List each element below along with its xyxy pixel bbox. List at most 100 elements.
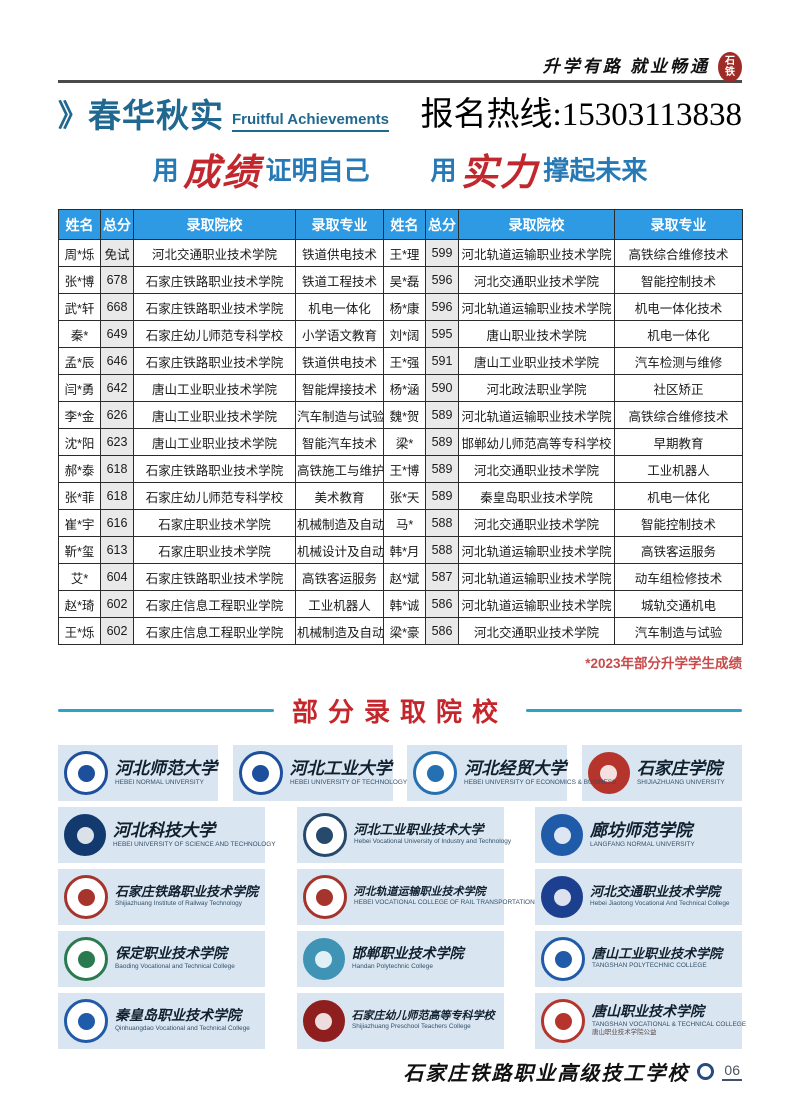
college-name-en: HEBEI UNIVERSITY OF SCIENCE AND TECHNOLO…	[113, 840, 276, 848]
college-panel: 河北工业大学 HEBEI UNIVERSITY OF TECHNOLOGY	[232, 745, 407, 801]
admitted-major: 智能焊接技术	[295, 374, 384, 402]
total-score: 588	[425, 509, 459, 537]
table-row: 李*金 626 唐山工业职业技术学院 汽车制造与试验 魏*贺 589 河北轨道运输职业技术学…	[58, 401, 743, 429]
table-row: 王*烁602石家庄信息工程职业学院机械制造及自动化梁*豪586河北交通职业技术学…	[58, 617, 743, 645]
total-score: 646	[100, 347, 134, 375]
admitted-major: 高铁综合维修技术	[614, 401, 743, 429]
total-score: 589	[425, 401, 459, 429]
total-score: 613	[100, 536, 134, 564]
college-name-block: 河北经贸大学 HEBEI UNIVERSITY OF ECONOMICS & BU…	[464, 759, 617, 787]
header: 》 春华秋实 Fruitful Achievements 报名热线:153031…	[58, 99, 742, 132]
admitted-major: 高铁施工与维护	[295, 455, 384, 483]
emblem-core	[77, 950, 95, 968]
admitted-major: 智能控制技术	[614, 266, 743, 294]
student-name: 赵*斌	[383, 563, 426, 591]
student-name: 沈*阳	[58, 428, 101, 456]
column-header: 录取院校	[458, 209, 615, 240]
college-panel: 河北交通职业技术学院 Hebei Jiaotong Vocational And …	[535, 869, 742, 925]
college-panel: 石家庄铁路职业技术学院 Shijiazhuang Institute of Rai…	[58, 869, 265, 925]
admitted-college: 河北轨道运输职业技术学院	[458, 563, 615, 591]
college-name-en: TANGSHAN POLYTECHNIC COLLEGE	[592, 962, 707, 970]
admitted-major: 机电一体化	[295, 293, 384, 321]
emblem-core	[77, 1012, 95, 1030]
total-score: 免试	[100, 239, 134, 267]
admitted-major: 汽车制造与试验	[614, 617, 743, 645]
college-name-cn: 河北交通职业技术学院	[590, 884, 721, 900]
emblem-core	[553, 826, 571, 844]
logo-row: 保定职业技术学院 Baoding Vocational and Technical…	[58, 931, 742, 987]
student-name: 张*博	[58, 266, 101, 294]
student-name: 魏*贺	[383, 401, 426, 429]
college-panel: 河北师范大学 HEBEI NORMAL UNIVERSITY	[58, 745, 218, 801]
column-header: 姓名	[383, 209, 426, 240]
column-header: 录取院校	[133, 209, 296, 240]
college-emblem-icon	[541, 876, 583, 918]
admitted-major: 机械制造及自动化	[295, 509, 384, 537]
emblem-core	[316, 826, 333, 844]
logo-row: 河北科技大学 HEBEI UNIVERSITY OF SCIENCE AND TE…	[58, 807, 742, 863]
student-name: 王*博	[383, 455, 426, 483]
student-name: 王*烁	[58, 617, 101, 645]
student-name: 崔*宇	[58, 509, 101, 537]
college-name-block: 河北工业职业技术大学 Hebei Vocational University of…	[354, 822, 511, 846]
student-name: 王*强	[383, 347, 426, 375]
admitted-college: 河北交通职业技术学院	[458, 266, 615, 294]
student-name: 马*	[383, 509, 426, 537]
total-score: 604	[100, 563, 134, 591]
student-name: 王*理	[383, 239, 426, 267]
college-name-cn: 秦皇岛职业技术学院	[115, 1008, 241, 1024]
admitted-college: 河北交通职业技术学院	[458, 617, 615, 645]
table-row: 闫*勇 642 唐山工业职业技术学院 智能焊接技术 杨*涵 590 河北政法职业学院 社区矫正	[58, 374, 743, 402]
college-name-en: TANGSHAN VOCATIONAL & TECHNICAL COLLEGE	[592, 1020, 747, 1028]
admitted-college: 河北交通职业技术学院	[133, 239, 296, 267]
emblem-core	[252, 764, 270, 782]
emblem-core	[554, 950, 572, 968]
total-score: 586	[425, 590, 459, 618]
college-panel: 邯郸职业技术学院 Handan Polytechnic College	[296, 931, 504, 987]
college-name-en: Baoding Vocational and Technical College	[115, 963, 235, 970]
colleges-section-title: 部分录取院校	[292, 698, 509, 727]
student-name: 孟*辰	[58, 347, 101, 375]
total-score: 649	[100, 320, 134, 348]
admitted-major: 机械设计及自动化	[295, 536, 384, 564]
college-panel: 河北经贸大学 HEBEI UNIVERSITY OF ECONOMICS & BU…	[407, 745, 617, 801]
college-logo-grid: 河北师范大学 HEBEI NORMAL UNIVERSITY 河北工业大学 HEBEI…	[58, 745, 747, 1049]
college-name-block: 廊坊师范学院 LANGFANG NORMAL UNIVERSITY	[590, 821, 704, 849]
total-score: 602	[100, 590, 134, 618]
total-score: 599	[425, 239, 459, 267]
column-header: 录取专业	[614, 209, 743, 240]
college-emblem-icon	[302, 1000, 345, 1042]
student-name: 韩*月	[383, 536, 426, 564]
college-name-cn: 河北科技大学	[113, 821, 215, 841]
student-name: 梁*	[383, 428, 426, 456]
total-score: 587	[425, 563, 459, 591]
college-name-block: 石家庄学院 SHIJIAZHUANG UNIVERSITY	[637, 759, 732, 787]
student-name: 武*轩	[58, 293, 101, 321]
total-score: 642	[100, 374, 134, 402]
admitted-college: 石家庄铁路职业技术学院	[133, 563, 296, 591]
total-score: 616	[100, 509, 134, 537]
admitted-college: 唐山工业职业技术学院	[133, 428, 296, 456]
table-row: 秦* 649 石家庄幼儿师范专科学校 小学语文教育 刘*阔 595 唐山职业技术学院 机电一体…	[58, 320, 743, 348]
college-name-en: SHIJIAZHUANG UNIVERSITY	[636, 778, 725, 786]
logo-row: 石家庄铁路职业技术学院 Shijiazhuang Institute of Rai…	[58, 869, 742, 925]
college-emblem-icon	[302, 875, 347, 919]
college-name-cn: 石家庄幼儿师范高等专科学校	[351, 1010, 495, 1023]
admitted-major: 工业机器人	[614, 455, 743, 483]
top-slogan: 升学有路 就业畅通	[542, 57, 710, 76]
college-emblem-icon	[64, 814, 106, 856]
college-emblem-icon	[413, 751, 458, 795]
admitted-college: 石家庄幼儿师范专科学校	[133, 482, 296, 510]
college-name-cn: 唐山工业职业技术学院	[592, 946, 723, 962]
admitted-college: 石家庄铁路职业技术学院	[133, 266, 296, 294]
admitted-major: 工业机器人	[295, 590, 384, 618]
college-name-en: HEBEI UNIVERSITY OF ECONOMICS & BUSINESS	[464, 778, 617, 786]
college-name-cn: 石家庄铁路职业技术学院	[115, 884, 259, 900]
table-row: 沈*阳 623 唐山工业职业技术学院 智能汽车技术 梁* 589 邯郸幼儿师范高等专科学校早…	[58, 428, 743, 456]
page: 升学有路 就业畅通 石铁 》 春华秋实 Fruitful Achievement…	[58, 0, 747, 1086]
admitted-college: 唐山职业技术学院	[458, 320, 615, 348]
emblem-core	[315, 950, 332, 968]
college-name-en: HEBEI VOCATIONAL COLLEGE OF RAIL TRANSPO…	[353, 899, 535, 906]
college-panel: 石家庄学院 SHIJIAZHUANG UNIVERSITY	[581, 745, 742, 801]
total-score: 602	[100, 617, 134, 645]
